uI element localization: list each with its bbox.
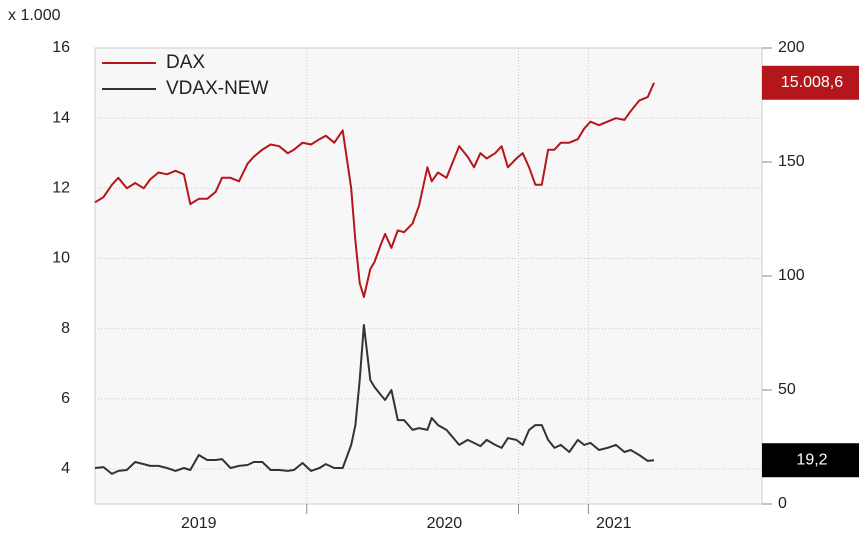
value-label: 15.008,6: [781, 74, 843, 91]
y2-tick-label: 150: [778, 153, 805, 170]
series-line: [94, 324, 655, 475]
x-tick-label: 2019: [181, 515, 217, 532]
value-label-box: [762, 65, 859, 100]
x-tick-label: 2020: [427, 515, 463, 532]
y-tick-label: 6: [61, 390, 70, 407]
y-tick-label: 10: [52, 250, 70, 267]
legend-label: DAX: [166, 52, 205, 73]
value-label-box: [762, 443, 859, 478]
legend-label: VDAX-NEW: [166, 78, 268, 99]
series-line: [94, 82, 655, 298]
y-tick-label: 14: [52, 109, 70, 126]
y2-tick-label: 50: [778, 381, 796, 398]
y2-tick-label: 200: [778, 39, 805, 56]
plot-area: [94, 47, 763, 505]
x-tick-label: 2021: [596, 515, 632, 532]
y-tick-label: 12: [52, 180, 70, 197]
y-tick-label: 16: [52, 39, 70, 56]
value-label: 19,2: [796, 451, 827, 468]
y2-tick-label: 0: [778, 495, 787, 512]
y-tick-label: 8: [61, 320, 70, 337]
y-tick-label: 4: [61, 460, 70, 477]
y-axis-unit: x 1.000: [8, 7, 61, 24]
y2-tick-label: 100: [778, 267, 805, 284]
